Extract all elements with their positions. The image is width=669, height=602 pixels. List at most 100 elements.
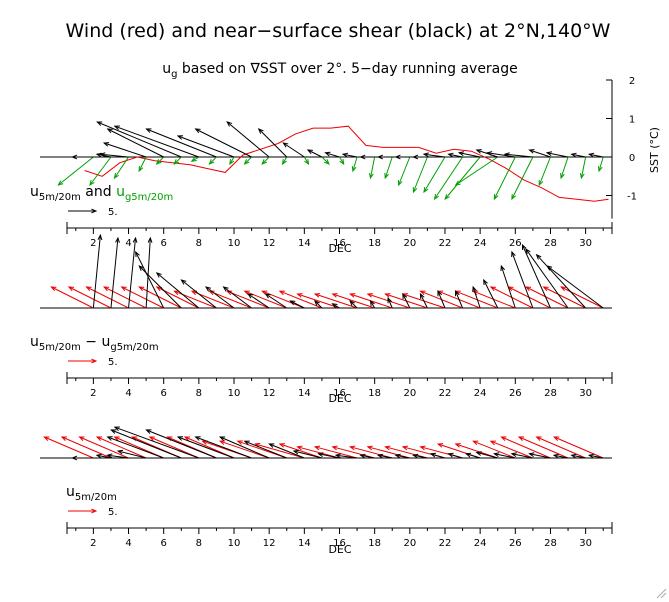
panel3-wind-vector-head <box>500 436 507 441</box>
panel2-shear-vector <box>349 300 358 309</box>
panel3-shear-vector-shaft <box>269 443 305 459</box>
panel2-wind-vector-shaft <box>560 286 604 309</box>
panel1-geo-vector-shaft <box>455 156 499 186</box>
panel3-shear-vector <box>475 451 498 459</box>
panel2-legend-minus: − <box>81 334 102 350</box>
panel3-shear-vector-shaft <box>177 436 235 459</box>
panel3-shear-vector <box>268 443 305 459</box>
panel1-x-tick-label: 20 <box>403 238 416 249</box>
panel3-shear-vector-head <box>587 453 595 459</box>
panel2-wind-vector <box>560 286 604 309</box>
panel2-shear-vector-head <box>331 303 338 309</box>
panel3-wind-vector <box>553 436 604 459</box>
panel3-shear-vector-head <box>145 429 152 434</box>
panel1-geo-vector <box>433 156 463 201</box>
panel3-wind-vector <box>43 436 94 459</box>
panel1-shear-vector-shaft <box>258 128 288 158</box>
panel1-shear-vector-shaft <box>571 153 586 158</box>
panel1-x-tick-label: 4 <box>125 238 131 249</box>
panel1-geo-vector-shaft <box>339 156 345 165</box>
panel1-sst-tick-label: 2 <box>629 76 635 87</box>
panel2-shear-vector <box>546 265 604 309</box>
panel3-shear-vector-head <box>194 436 201 441</box>
panel1-shear-vector-shaft <box>529 149 551 158</box>
panel1-shear-vector-head <box>96 121 103 126</box>
panel3-shear-vector-shaft <box>336 454 358 459</box>
panel1-geo-vector <box>281 156 288 166</box>
panel3-wind-vector-head <box>43 436 50 441</box>
panel1-geo-vector-shaft <box>244 156 252 165</box>
panel3-legend-u-sub: 5m/20m <box>75 492 117 503</box>
panel2-shear-vector-shaft <box>546 265 604 309</box>
panel1-legend-ug: u <box>116 184 125 200</box>
panel1-geo-vector <box>321 156 330 165</box>
panel1-geo-vector-head <box>368 173 374 180</box>
panel2-key-arrow-head <box>91 358 98 364</box>
panel3-shear-vector <box>194 436 252 459</box>
panel3-x-tick-label: 30 <box>579 538 592 549</box>
panel2-shear-vector-shaft <box>437 291 446 309</box>
panel3-key-value: 5. <box>108 507 118 518</box>
panel2-wind-vector <box>296 293 340 309</box>
panel1-geo-vector-head <box>229 158 235 166</box>
panel1-shear-vector-head <box>394 154 401 160</box>
panel2-shear-vector <box>155 272 200 309</box>
panel1-geo-vector <box>560 156 569 180</box>
panel3-shear-vector <box>110 429 182 459</box>
panel1-shear-vector-head <box>422 152 429 158</box>
panel2-shear-vector-head <box>135 250 140 258</box>
panel1-shear-vector-shaft <box>100 153 129 158</box>
panel2-shear-vector-shaft <box>92 235 101 309</box>
panel3-shear-vector <box>412 453 428 459</box>
panel1-shear-vector-shaft <box>146 128 217 158</box>
panel3-wind-vector-shaft <box>473 440 516 459</box>
panel1-shear-vector-shaft <box>448 153 463 158</box>
panel1-shear-vector-head <box>282 142 289 148</box>
panel2-wind-vector <box>138 286 182 309</box>
panel2-shear-vector-shaft <box>205 286 235 309</box>
panel2-shear-vector-shaft <box>522 244 551 309</box>
panel2-x-tick-label: 10 <box>228 388 241 399</box>
panel3-wind-vector-head <box>296 445 303 451</box>
panel1-geo-vector-head <box>113 172 119 180</box>
panel1-geo-vector-head <box>351 165 357 173</box>
panel3-shear-vector-shaft <box>494 453 516 459</box>
panel3-wind-vector <box>78 436 129 459</box>
panel1-sst-line <box>84 125 609 202</box>
panel1-geo-vector-shaft <box>89 156 112 186</box>
panel3-shear-vector-head <box>334 453 342 459</box>
panel2-shear-vector <box>110 236 120 309</box>
panel3-wind-vector-head <box>60 436 67 441</box>
panel2-shear-vector <box>138 265 182 309</box>
panel1-geo-vector <box>190 156 200 162</box>
panel2-shear-vector-shaft <box>223 286 252 309</box>
panel3-shear-vector <box>334 453 358 459</box>
panel1-shear-vector-shaft <box>177 135 235 158</box>
panel2-shear-vector-shaft <box>349 300 358 309</box>
panel1-shear-vector-head <box>475 149 482 154</box>
panel3-wind-vector <box>313 445 358 459</box>
panel1-geo-vector-head <box>208 159 215 165</box>
panel1-shear-vector-head <box>106 128 113 134</box>
panel2-wind-vector-shaft <box>455 290 498 309</box>
panel3-x-tick-label: 22 <box>439 538 452 549</box>
panel3-shear-vector-head <box>95 453 102 459</box>
panel1-geo-vector <box>423 156 446 194</box>
panel2-wind-vector <box>208 290 252 309</box>
panel1-geo-vector <box>597 156 604 173</box>
panel3-shear-vector <box>292 449 323 459</box>
panel2-shear-vector-head <box>314 300 320 306</box>
panel2-wind-vector-shaft <box>262 290 305 309</box>
panel1-shear-vector-head <box>570 152 577 158</box>
panel1-geo-vector-head <box>560 172 565 180</box>
panel1-shear-vector-head <box>176 135 184 140</box>
panel3-wind-vector-shaft <box>96 436 147 459</box>
panel2-shear-vector-head <box>147 236 153 243</box>
panel2-wind-vector <box>524 286 569 309</box>
panel2-wind-vector-head <box>384 293 391 298</box>
panel1-x-tick-label: 14 <box>298 238 311 249</box>
panel3-shear-vector-head <box>113 426 120 431</box>
panel2-wind-vector-shaft <box>279 290 323 309</box>
panel3-x-tick-label: 8 <box>196 538 202 549</box>
panel3-x-tick-label: 18 <box>368 538 381 549</box>
